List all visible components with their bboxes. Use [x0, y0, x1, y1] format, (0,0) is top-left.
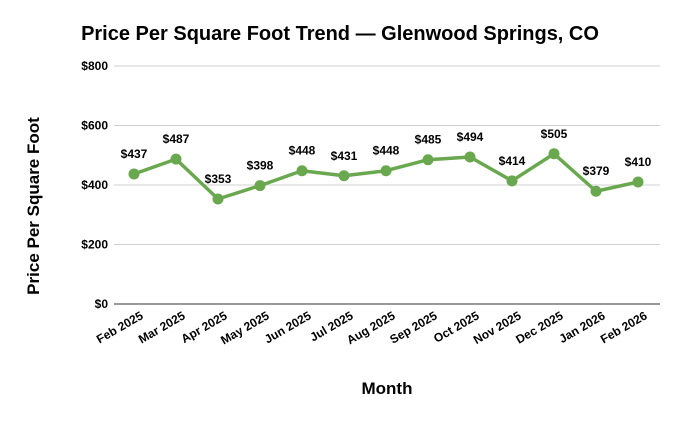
data-label-layer: $437 $487 $353 $398 $448 $431 $448 $485 $494 $414… [121, 127, 652, 186]
y-axis-title: Price Per Square Foot [24, 117, 43, 295]
x-tick-label: Sep 2025 [387, 308, 439, 346]
y-tick-label: $600 [81, 119, 108, 133]
data-point [170, 153, 182, 165]
grid-layer [114, 65, 660, 305]
data-label: $485 [415, 133, 442, 147]
data-point [254, 180, 266, 192]
data-label: $414 [499, 154, 526, 168]
data-point [128, 168, 140, 180]
chart-title: Price Per Square Foot Trend — Glenwood S… [81, 23, 599, 45]
x-tick-label: Dec 2025 [513, 308, 565, 346]
y-tick-labels: $0 $200 $400 $600 $800 [81, 59, 108, 311]
data-label: $448 [373, 144, 400, 158]
x-tick-label: Jun 2025 [262, 308, 314, 346]
data-label: $448 [289, 144, 316, 158]
data-point [338, 170, 350, 182]
x-tick-label: Feb 2026 [598, 308, 650, 346]
x-tick-label: May 2025 [218, 308, 272, 347]
x-tick-label: Aug 2025 [344, 308, 397, 347]
y-tick-label: $200 [81, 238, 108, 252]
x-tick-label: Nov 2025 [471, 308, 524, 347]
data-label: $437 [121, 147, 148, 161]
data-point [464, 151, 476, 163]
y-tick-label: $400 [81, 178, 108, 192]
data-point [590, 185, 602, 197]
data-label: $494 [457, 130, 484, 144]
y-tick-label: $0 [95, 297, 109, 311]
x-tick-label: Jan 2026 [557, 308, 608, 346]
data-label: $487 [163, 132, 190, 146]
data-point [380, 165, 392, 177]
data-label: $398 [247, 159, 274, 173]
x-axis-title: Month [362, 379, 413, 398]
data-point [548, 148, 560, 160]
data-point [506, 175, 518, 187]
data-label: $353 [205, 172, 232, 186]
y-tick-label: $800 [81, 59, 108, 73]
x-tick-label: Mar 2025 [136, 308, 188, 346]
x-tick-label: Feb 2025 [94, 308, 146, 346]
data-label: $431 [331, 149, 358, 163]
data-point [212, 193, 224, 205]
data-point [296, 165, 308, 177]
data-point [632, 176, 644, 188]
data-label: $379 [583, 164, 610, 178]
data-label: $410 [625, 155, 652, 169]
data-point [422, 154, 434, 166]
series-layer [128, 148, 644, 205]
data-label: $505 [541, 127, 568, 141]
